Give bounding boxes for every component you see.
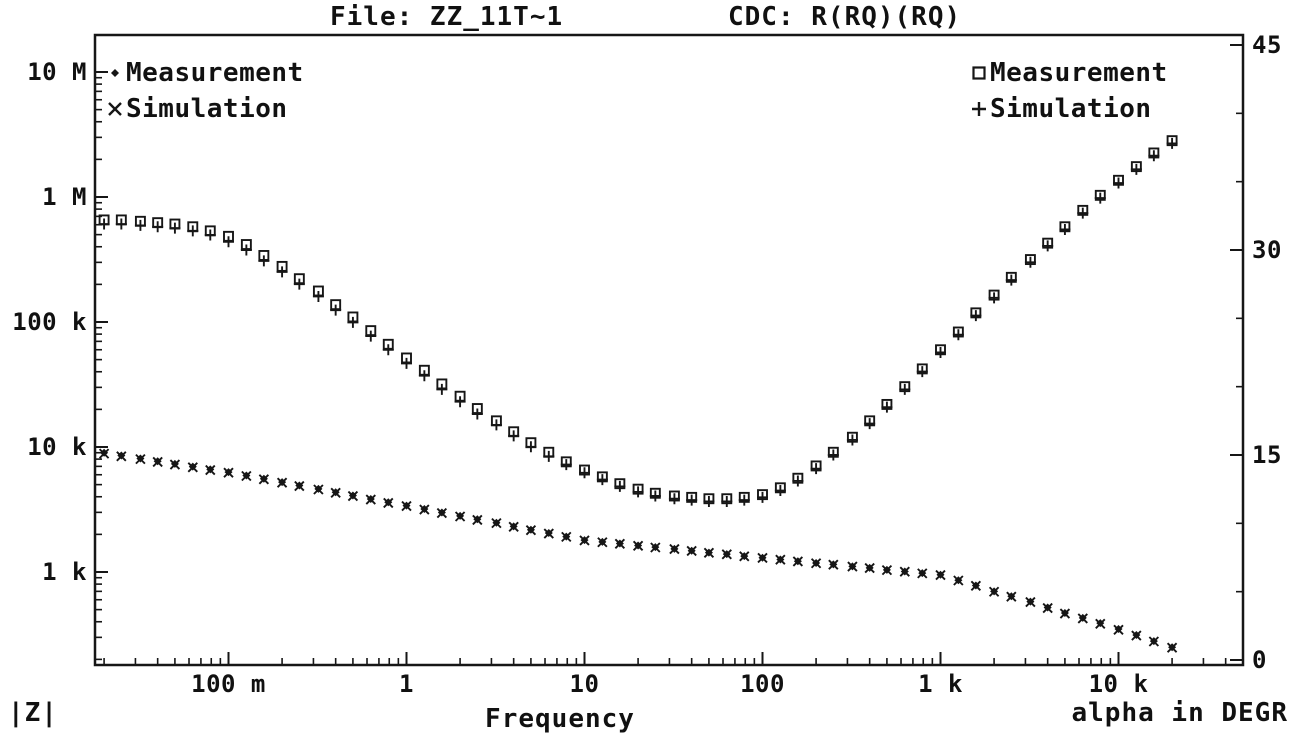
legend-item-alpha-measurement: Measurement [968,56,1168,90]
y-left-tick-label: 100 k [12,308,87,336]
x-marker-icon [104,98,126,120]
legend-item-z-measurement: Measurement [104,56,304,90]
x-tick-label: 1 k [918,670,963,698]
file-title: File: ZZ_11T~1 [330,2,564,32]
y-left-tick-label: 10 k [27,433,87,461]
cdc-title: CDC: R(RQ)(RQ) [728,2,962,32]
y-left-tick-label: 1 M [42,183,87,211]
square-marker-icon [968,62,990,84]
legend-item-z-simulation: Simulation [104,92,304,126]
y-left-axis-caption: |Z| [8,698,58,728]
x-tick-label: 1 [399,670,414,698]
x-axis-caption: Frequency [485,704,635,734]
y-right-tick-label: 0 [1252,646,1267,674]
x-tick-label: 10 [569,670,600,698]
y-right-tick-label: 30 [1252,236,1282,264]
plus-marker-icon [968,98,990,120]
y-left-tick-label: 1 k [42,558,87,586]
legend-label: Simulation [126,94,288,124]
x-tick-label: 10 k [1088,670,1149,698]
x-tick-label: 100 [740,670,785,698]
legend-label: Measurement [990,58,1168,88]
legend-label: Measurement [126,58,304,88]
y-right-axis-caption: alpha in DEGR [1071,698,1288,728]
legend-item-alpha-simulation: Simulation [968,92,1168,126]
y-right-tick-label: 45 [1252,31,1282,59]
legend-phase: Measurement Simulation [968,56,1168,126]
x-tick-label: 100 m [191,670,266,698]
diamond-marker-icon [104,62,126,84]
y-left-tick-label: 10 M [27,58,87,86]
legend-impedance: Measurement Simulation [104,56,304,126]
y-right-tick-label: 15 [1252,441,1282,469]
legend-label: Simulation [990,94,1152,124]
